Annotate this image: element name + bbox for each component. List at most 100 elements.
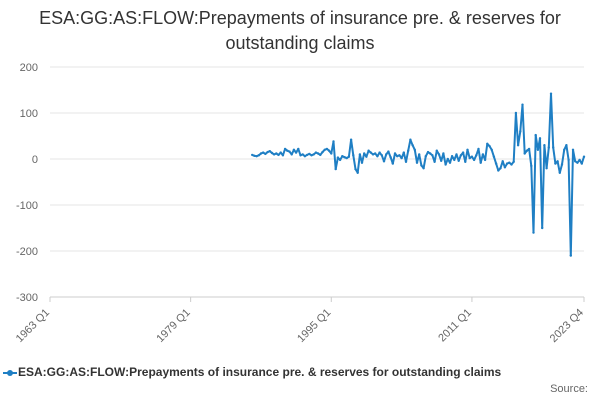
data-point[interactable]	[393, 152, 397, 155]
data-point[interactable]	[442, 152, 445, 155]
data-point[interactable]	[407, 149, 410, 152]
data-point[interactable]	[446, 157, 449, 161]
data-point[interactable]	[275, 152, 278, 155]
data-point[interactable]	[479, 161, 482, 164]
data-point[interactable]	[268, 150, 271, 153]
data-point[interactable]	[360, 161, 364, 164]
data-point[interactable]	[376, 155, 379, 158]
data-point[interactable]	[365, 155, 368, 158]
data-point[interactable]	[490, 148, 493, 151]
data-point[interactable]	[470, 155, 474, 158]
data-point[interactable]	[262, 151, 265, 154]
data-point[interactable]	[409, 138, 412, 141]
data-point[interactable]	[345, 156, 348, 160]
data-point[interactable]	[369, 151, 372, 154]
data-point[interactable]	[413, 148, 416, 151]
data-point[interactable]	[580, 162, 583, 165]
data-point[interactable]	[499, 167, 502, 170]
data-point[interactable]	[251, 153, 254, 157]
data-point[interactable]	[519, 130, 522, 133]
data-point[interactable]	[508, 161, 511, 164]
data-point[interactable]	[543, 144, 546, 147]
data-point[interactable]	[363, 152, 366, 155]
data-point[interactable]	[259, 152, 263, 155]
data-point[interactable]	[435, 149, 438, 152]
data-point[interactable]	[352, 154, 355, 157]
data-point[interactable]	[477, 147, 480, 151]
data-point[interactable]	[554, 162, 557, 165]
data-point[interactable]	[398, 154, 401, 157]
data-point[interactable]	[437, 153, 441, 156]
data-point[interactable]	[336, 156, 340, 159]
data-point[interactable]	[385, 153, 388, 156]
data-point[interactable]	[382, 160, 386, 163]
data-point[interactable]	[420, 164, 423, 167]
data-point[interactable]	[266, 150, 269, 154]
data-point[interactable]	[571, 148, 575, 151]
data-point[interactable]	[297, 147, 300, 151]
data-point[interactable]	[387, 150, 390, 153]
data-point[interactable]	[400, 156, 403, 160]
data-point[interactable]	[448, 161, 452, 164]
data-point[interactable]	[255, 155, 258, 158]
data-point[interactable]	[415, 161, 419, 164]
data-point[interactable]	[565, 144, 568, 147]
data-point[interactable]	[327, 149, 331, 152]
data-point[interactable]	[538, 137, 542, 140]
data-point[interactable]	[332, 140, 335, 143]
data-point[interactable]	[461, 151, 465, 154]
data-point[interactable]	[321, 150, 324, 154]
data-point[interactable]	[552, 146, 555, 149]
data-point[interactable]	[334, 167, 337, 171]
data-point[interactable]	[459, 154, 463, 157]
data-point[interactable]	[411, 144, 414, 147]
data-point[interactable]	[277, 153, 280, 157]
data-point[interactable]	[549, 92, 553, 95]
data-point[interactable]	[303, 155, 307, 158]
data-point[interactable]	[567, 158, 570, 162]
data-point[interactable]	[444, 163, 447, 166]
data-point[interactable]	[530, 164, 533, 168]
data-point[interactable]	[516, 144, 520, 147]
data-point[interactable]	[310, 154, 313, 157]
data-point[interactable]	[523, 152, 526, 155]
data-point[interactable]	[494, 162, 498, 165]
data-point[interactable]	[330, 152, 333, 155]
data-point[interactable]	[305, 153, 309, 157]
data-point[interactable]	[358, 153, 362, 156]
data-point[interactable]	[576, 161, 579, 164]
data-point[interactable]	[279, 151, 282, 154]
data-point[interactable]	[574, 160, 577, 163]
data-point[interactable]	[272, 153, 276, 156]
data-point[interactable]	[492, 155, 496, 158]
data-point[interactable]	[488, 144, 491, 148]
data-point[interactable]	[429, 152, 432, 155]
data-point[interactable]	[396, 155, 399, 158]
data-point[interactable]	[424, 155, 427, 158]
data-point[interactable]	[503, 166, 507, 169]
data-point[interactable]	[404, 160, 408, 163]
data-point[interactable]	[402, 151, 405, 154]
data-point[interactable]	[527, 147, 531, 151]
data-point[interactable]	[547, 146, 550, 149]
data-point[interactable]	[347, 155, 351, 158]
data-point[interactable]	[512, 160, 515, 163]
data-point[interactable]	[453, 158, 456, 162]
data-point[interactable]	[483, 158, 487, 162]
data-point[interactable]	[314, 151, 318, 154]
data-point[interactable]	[457, 159, 460, 162]
data-point[interactable]	[367, 149, 370, 152]
data-point[interactable]	[294, 151, 298, 154]
data-point[interactable]	[560, 163, 564, 166]
data-point[interactable]	[308, 152, 311, 156]
data-point[interactable]	[501, 160, 504, 163]
data-point[interactable]	[510, 163, 513, 166]
data-point[interactable]	[578, 158, 581, 162]
series-line[interactable]	[251, 92, 585, 257]
data-point[interactable]	[468, 156, 471, 160]
data-point[interactable]	[292, 148, 296, 151]
data-point[interactable]	[316, 152, 320, 155]
data-point[interactable]	[455, 153, 458, 156]
data-point[interactable]	[532, 231, 535, 234]
data-point[interactable]	[505, 162, 509, 165]
